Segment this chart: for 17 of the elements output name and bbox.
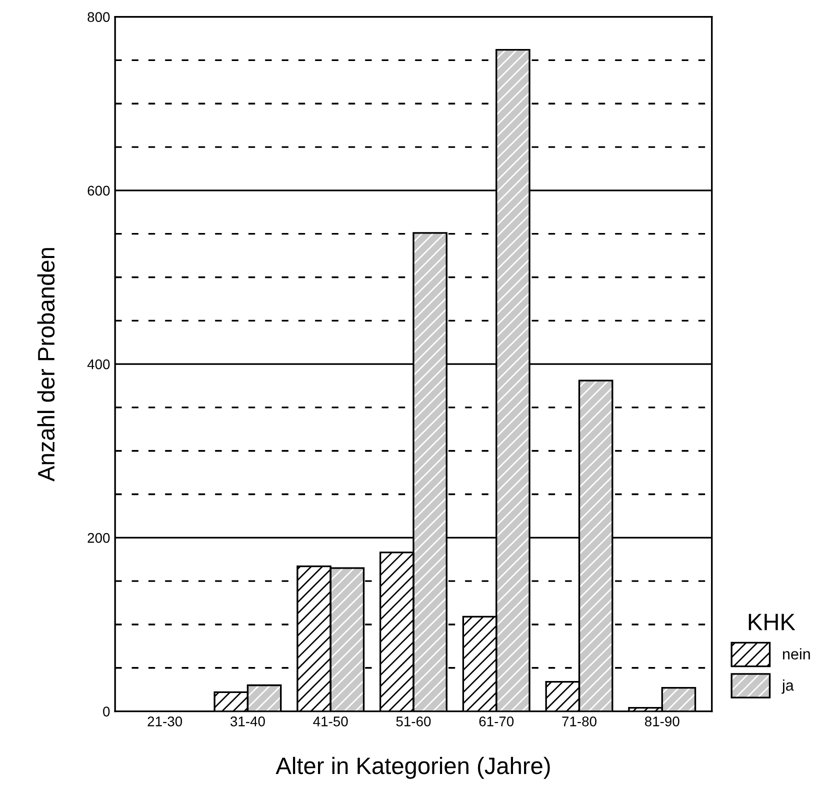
x-tick-label: 71-80 (562, 716, 596, 726)
x-tick-label: 41-50 (313, 716, 348, 726)
legend-label: nein (783, 648, 810, 660)
x-tick-label: 21-30 (148, 716, 182, 726)
x-tick-label: 81-90 (644, 716, 680, 726)
y-axis-title: Anzahl der Probanden (37, 248, 55, 482)
x-tick-label: 31-40 (230, 716, 265, 726)
y-tick-label: 800 (88, 12, 110, 22)
y-tick-label: 400 (87, 359, 110, 370)
legend-label: ja (782, 680, 794, 694)
x-axis-title: Alter in Kategorien (Jahre) (276, 756, 550, 779)
x-tick-label: 51-60 (396, 716, 431, 726)
legend-title: KHK (748, 614, 796, 630)
x-tick-label: 61-70 (479, 716, 514, 726)
y-tick-label: 200 (88, 533, 110, 543)
y-tick-label: 0 (103, 706, 110, 716)
y-tick-label: 600 (88, 186, 110, 196)
